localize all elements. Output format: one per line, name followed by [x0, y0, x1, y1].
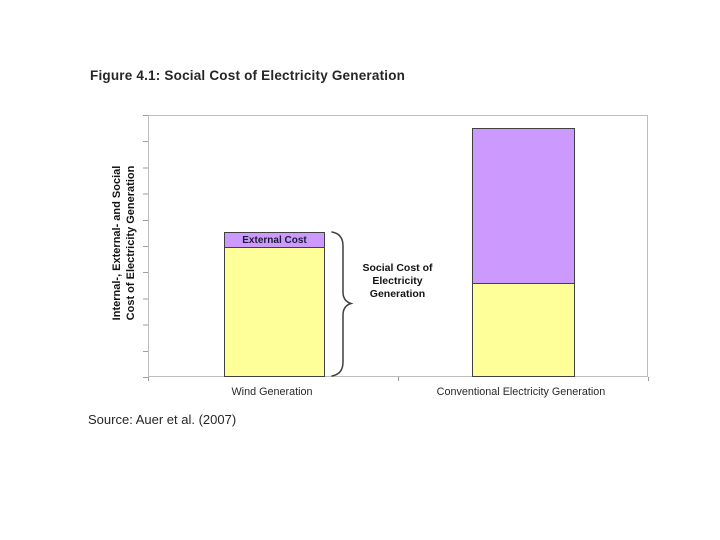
x-axis-label-wind: Wind Generation	[231, 386, 313, 398]
figure-title: Figure 4.1: Social Cost of Electricity G…	[90, 68, 406, 83]
bar-conventional-internal-cost-segment	[472, 283, 575, 377]
source-citation: Source: Auer et al. (2007)	[88, 412, 237, 427]
bar-conventional-external-cost-segment	[472, 128, 575, 284]
social-cost-annotation: Social Cost of Electricity Generation	[362, 262, 433, 300]
y-axis-ticks	[143, 115, 148, 378]
x-axis-ticks	[148, 377, 649, 381]
bar-wind-external-cost-segment: External Cost	[224, 232, 325, 248]
bar-wind-internal-cost-segment	[224, 247, 325, 377]
x-axis-label-conventional: Conventional Electricity Generation	[436, 386, 606, 398]
y-axis-label: Internal-, External- and Social Cost of …	[111, 165, 137, 321]
curly-brace	[331, 231, 354, 377]
